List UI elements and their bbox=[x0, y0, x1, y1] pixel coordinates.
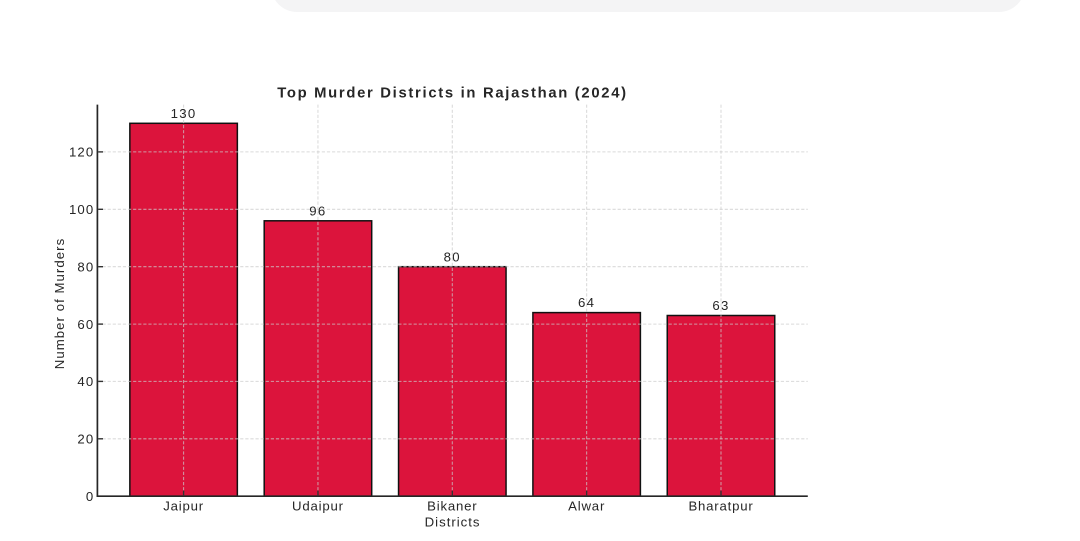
svg-text:64: 64 bbox=[578, 295, 595, 310]
svg-text:Bikaner: Bikaner bbox=[427, 498, 477, 513]
svg-text:60: 60 bbox=[77, 317, 94, 332]
svg-text:96: 96 bbox=[309, 203, 326, 218]
svg-text:80: 80 bbox=[444, 249, 461, 264]
svg-text:Jaipur: Jaipur bbox=[163, 498, 204, 513]
svg-text:40: 40 bbox=[77, 374, 94, 389]
svg-text:63: 63 bbox=[712, 298, 729, 313]
svg-text:Districts: Districts bbox=[425, 515, 481, 530]
svg-text:100: 100 bbox=[69, 202, 94, 217]
svg-text:Alwar: Alwar bbox=[568, 498, 605, 513]
svg-text:80: 80 bbox=[77, 259, 94, 274]
svg-text:120: 120 bbox=[69, 145, 94, 160]
svg-text:130: 130 bbox=[171, 106, 197, 121]
svg-text:Top Murder Districts in Rajast: Top Murder Districts in Rajasthan (2024) bbox=[277, 85, 628, 101]
svg-text:Udaipur: Udaipur bbox=[292, 498, 344, 513]
svg-text:0: 0 bbox=[86, 489, 94, 504]
svg-text:Number of Murders: Number of Murders bbox=[52, 238, 67, 369]
svg-text:20: 20 bbox=[77, 432, 94, 447]
svg-text:Bharatpur: Bharatpur bbox=[688, 498, 753, 513]
